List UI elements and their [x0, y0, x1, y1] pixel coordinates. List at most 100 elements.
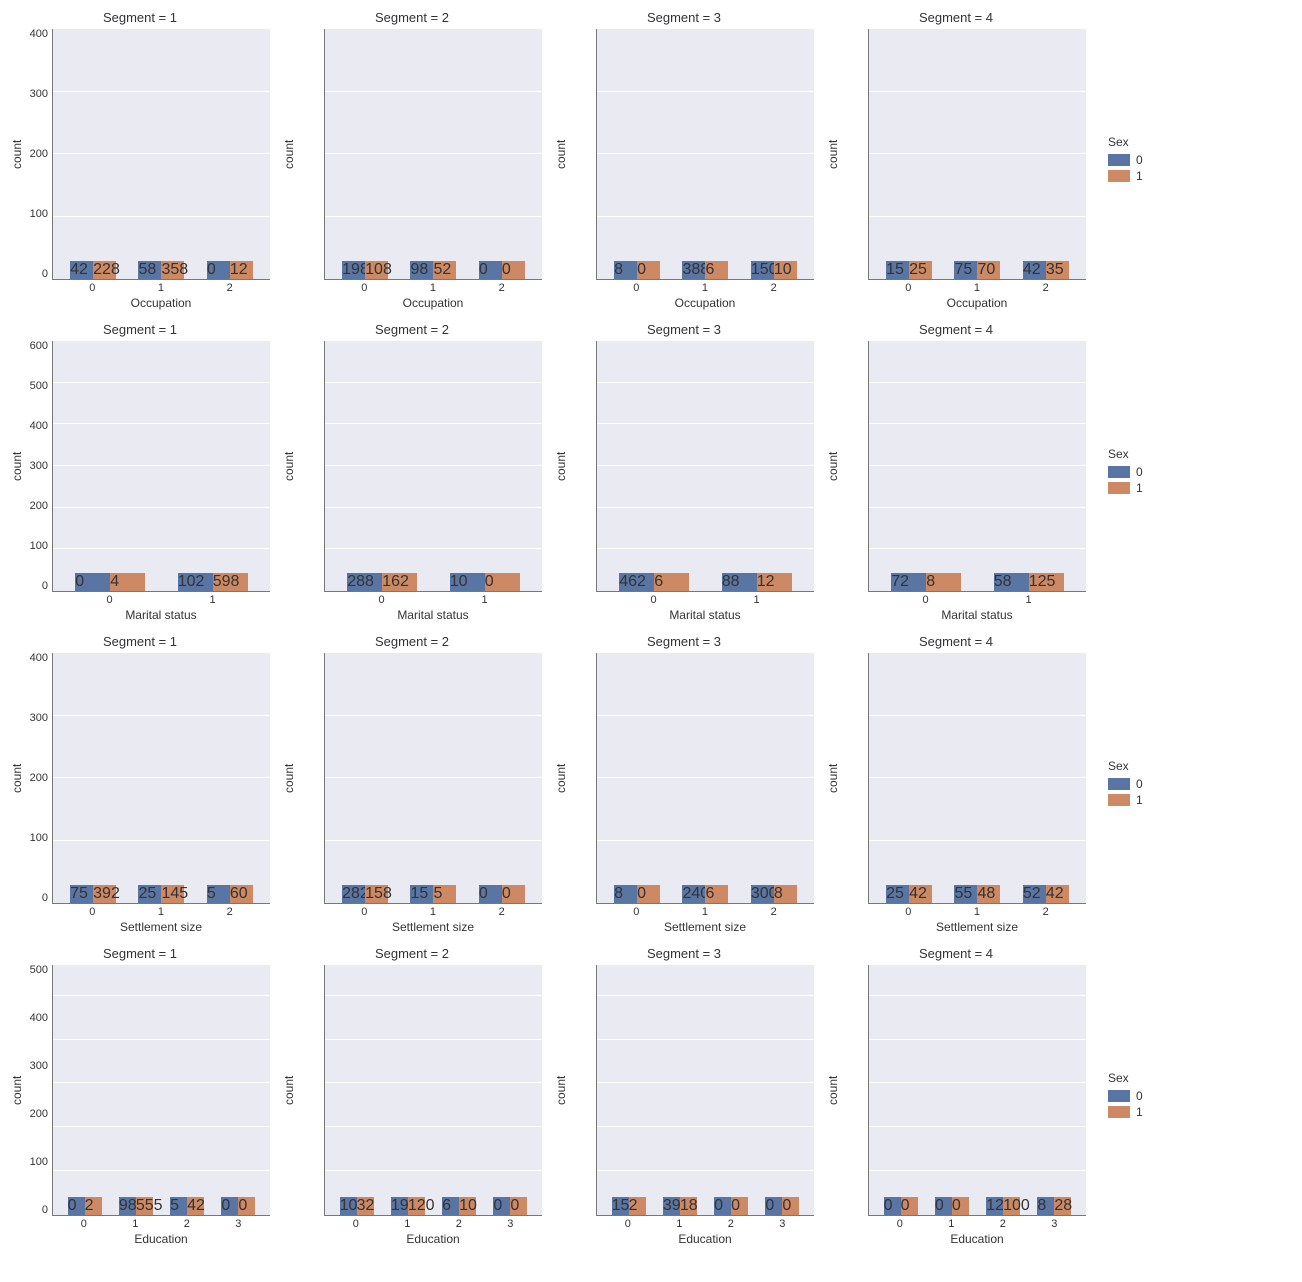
- x-tick: 1: [430, 906, 436, 918]
- legend-swatch: [1108, 794, 1130, 806]
- bar-sex-1: 0: [952, 1197, 969, 1215]
- x-axis-label: Settlement size: [52, 920, 270, 934]
- bar-sex-1: 162: [382, 573, 417, 591]
- bar-group: 102598: [162, 573, 265, 591]
- legend: Sex01: [1108, 447, 1143, 497]
- x-axis-ticks: 012: [324, 280, 542, 294]
- x-axis-label: Marital status: [596, 608, 814, 622]
- y-axis-label: count: [826, 341, 840, 592]
- legend-item: 1: [1108, 1105, 1143, 1119]
- y-axis-ticks: [840, 965, 868, 1216]
- y-tick: 100: [30, 209, 48, 220]
- bar-sex-1: 35: [1046, 261, 1069, 279]
- y-axis-ticks: [840, 29, 868, 280]
- x-tick: 1: [132, 1218, 138, 1230]
- y-tick: 500: [30, 381, 48, 392]
- y-tick: 0: [42, 1205, 48, 1216]
- x-tick: 0: [897, 1218, 903, 1230]
- x-axis-ticks: 01: [52, 592, 270, 606]
- x-tick: 1: [974, 906, 980, 918]
- bar-sex-0: 198: [342, 261, 365, 279]
- bar-sex-1: 12: [757, 573, 792, 591]
- bar-sex-1: 6: [705, 885, 728, 903]
- plot-area: 7539225145560: [52, 653, 270, 904]
- bar-sex-1: 42: [187, 1197, 204, 1215]
- y-axis-ticks: [568, 29, 596, 280]
- chart-panel: Segment = 4count00001251008280123Educati…: [826, 946, 1086, 1246]
- bar-sex-1: 0: [238, 1197, 255, 1215]
- bar-sex-0: 0: [493, 1197, 510, 1215]
- legend: Sex01: [1108, 1071, 1143, 1121]
- x-tick: 0: [633, 282, 639, 294]
- legend-item: 0: [1108, 465, 1143, 479]
- x-tick: 0: [905, 282, 911, 294]
- bar-sex-0: 42: [70, 261, 93, 279]
- panel-title: Segment = 2: [282, 946, 542, 961]
- bar-group: 3008: [740, 885, 808, 903]
- bar-group: 58125: [978, 573, 1081, 591]
- y-axis-ticks: [296, 341, 324, 592]
- y-tick: 100: [30, 541, 48, 552]
- x-tick: 0: [353, 1218, 359, 1230]
- legend-swatch: [1108, 1106, 1130, 1118]
- x-tick: 0: [650, 594, 656, 606]
- y-axis-label: count: [826, 965, 840, 1216]
- legend-label: 1: [1136, 1105, 1143, 1119]
- y-tick: 400: [30, 29, 48, 40]
- bar-group: 198108: [331, 261, 399, 279]
- x-tick: 2: [1043, 906, 1049, 918]
- legend-cell: Sex01: [1098, 946, 1218, 1246]
- bar-group: 58358: [127, 261, 195, 279]
- bar-sex-0: 52: [1023, 885, 1046, 903]
- x-tick: 0: [89, 906, 95, 918]
- bar-sex-1: 125: [1029, 573, 1064, 591]
- y-tick: 300: [30, 461, 48, 472]
- bar-sex-0: 0: [479, 261, 502, 279]
- panel-title: Segment = 1: [10, 322, 270, 337]
- bar-sex-0: 75: [954, 261, 977, 279]
- bar-sex-0: 0: [935, 1197, 952, 1215]
- x-tick: 2: [456, 1218, 462, 1230]
- chart-panel: Segment = 1count500400300200100002985555…: [10, 946, 270, 1246]
- bar-sex-0: 0: [884, 1197, 901, 1215]
- bar-sex-0: 5: [207, 885, 230, 903]
- chart-panel: Segment = 3count15023981800000123Educati…: [554, 946, 814, 1246]
- bar-sex-1: 42: [1046, 885, 1069, 903]
- y-tick: 600: [30, 341, 48, 352]
- x-tick: 0: [905, 906, 911, 918]
- bar-sex-0: 125: [986, 1197, 1003, 1215]
- bar-group: 5242: [1012, 885, 1080, 903]
- legend-label: 1: [1136, 793, 1143, 807]
- bar-group: 00: [757, 1197, 808, 1215]
- legend-item: 1: [1108, 169, 1143, 183]
- x-axis-ticks: 01: [324, 592, 542, 606]
- x-tick: 0: [361, 906, 367, 918]
- x-axis-label: Settlement size: [324, 920, 542, 934]
- bar-group: 00: [926, 1197, 977, 1215]
- bar-sex-1: 555: [136, 1197, 153, 1215]
- bar-sex-1: 0: [782, 1197, 799, 1215]
- panel-title: Segment = 1: [10, 634, 270, 649]
- y-axis-label: count: [282, 965, 296, 1216]
- plot-area: 1023219012061000: [324, 965, 542, 1216]
- y-tick: 200: [30, 149, 48, 160]
- x-axis-ticks: 012: [324, 904, 542, 918]
- x-axis-ticks: 012: [52, 280, 270, 294]
- legend-label: 0: [1136, 777, 1143, 791]
- x-tick: 2: [771, 906, 777, 918]
- y-axis-ticks: 5004003002001000: [24, 965, 52, 1216]
- plot-area: 198108985200: [324, 29, 542, 280]
- bar-sex-0: 0: [68, 1197, 85, 1215]
- x-tick: 1: [430, 282, 436, 294]
- x-tick: 0: [922, 594, 928, 606]
- plot-area: 8024063008: [596, 653, 814, 904]
- x-tick: 2: [728, 1218, 734, 1230]
- bar-sex-0: 0: [207, 261, 230, 279]
- legend-label: 0: [1136, 1089, 1143, 1103]
- legend: Sex01: [1108, 759, 1143, 809]
- bar-sex-0: 98: [410, 261, 433, 279]
- x-axis-label: Occupation: [596, 296, 814, 310]
- panel-title: Segment = 3: [554, 322, 814, 337]
- x-axis-label: Education: [52, 1232, 270, 1246]
- panel-title: Segment = 4: [826, 946, 1086, 961]
